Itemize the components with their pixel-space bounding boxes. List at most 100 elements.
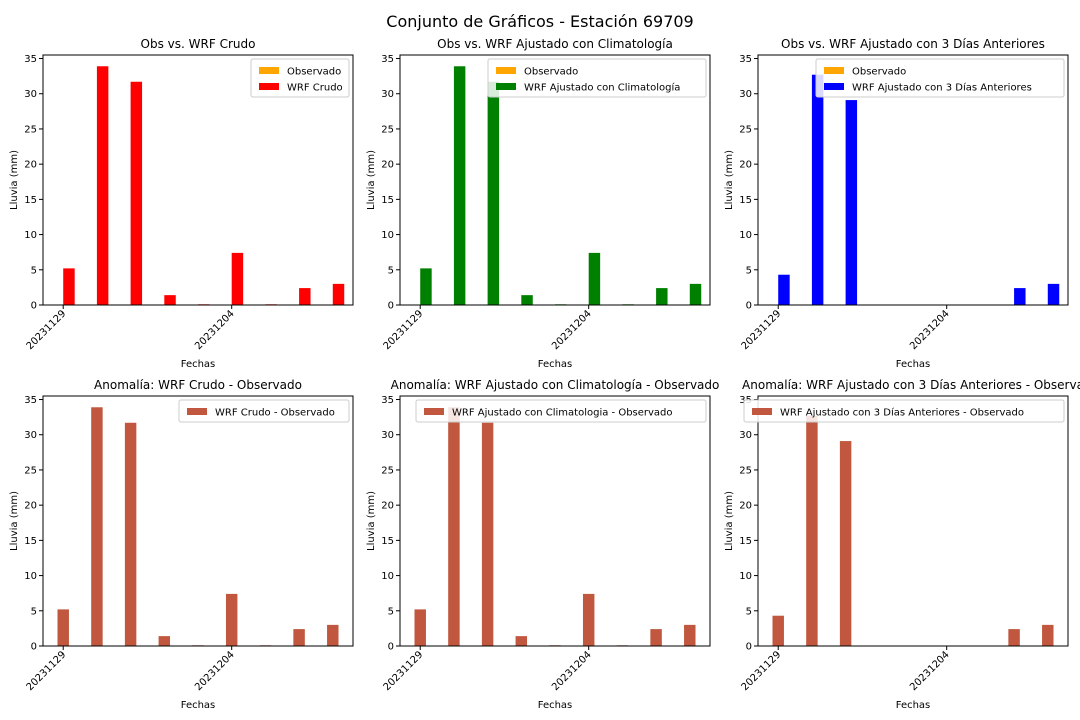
legend: Observado WRF Ajustado con Climatología: [487, 58, 707, 98]
bar-wrf-crudo-20231207: [332, 283, 345, 305]
y-tick-label: 10: [739, 571, 752, 582]
y-axis-label: Lluvia (mm): [724, 150, 735, 210]
y-tick-label: 25: [24, 124, 37, 135]
x-tick-label: 20231204: [550, 308, 594, 352]
x-axis-label: Fechas: [538, 700, 573, 711]
y-tick-label: 35: [24, 395, 37, 406]
y-axis-label: Lluvia (mm): [366, 150, 377, 210]
legend-label: Observado: [852, 67, 906, 78]
bar-wrf-ajustado-con-climatologia-observado-20231201: [481, 422, 494, 646]
x-tick-label: 20231129: [740, 308, 784, 352]
legend-swatch: [752, 408, 772, 415]
y-tick-label: 5: [31, 606, 37, 617]
x-axis-label: Fechas: [181, 700, 216, 711]
bar-wrf-ajustado-con-climatologia-observado-20231206: [650, 629, 662, 646]
bar-wrf-ajustado-con-3-d-as-anteriores-observado-20231201: [839, 441, 852, 646]
bar-wrf-ajustado-con-3-d-as-anteriores-20231201: [845, 100, 858, 305]
legend-box: [487, 58, 707, 98]
legend-label: WRF Ajustado con 3 Días Anteriores: [852, 82, 1032, 94]
y-tick-label: 0: [746, 642, 752, 653]
y-tick-label: 10: [24, 571, 37, 582]
bar-wrf-ajustado-con-3-d-as-anteriores-20231130: [811, 74, 824, 305]
y-tick-label: 25: [381, 465, 394, 476]
bar-wrf-crudo-20231204: [231, 252, 244, 305]
legend-swatch: [824, 67, 844, 74]
legend-box: [415, 399, 707, 423]
y-tick-label: 20: [381, 501, 394, 512]
bar-wrf-crudo-observado-20231130: [91, 407, 103, 646]
legend-label: WRF Crudo: [287, 83, 343, 94]
bar-wrf-ajustado-con-3-d-as-anteriores-20231129: [778, 274, 790, 305]
chart-title: Anomalía: WRF Ajustado con Climatología …: [391, 378, 720, 392]
bar-wrf-crudo-20231202: [164, 295, 176, 305]
y-tick-label: 15: [739, 536, 752, 547]
y-tick-label: 10: [739, 230, 752, 241]
chart-title: Anomalía: WRF Ajustado con 3 Días Anteri…: [742, 378, 1080, 392]
y-tick-label: 20: [739, 160, 752, 171]
legend-swatch: [496, 83, 516, 90]
bar-wrf-ajustado-con-3-d-as-anteriores-observado-20231207: [1042, 624, 1054, 646]
y-tick-label: 0: [746, 301, 752, 312]
y-tick-label: 35: [24, 54, 37, 65]
y-tick-label: 25: [381, 124, 394, 135]
x-axis-label: Fechas: [896, 359, 931, 370]
legend-label: WRF Crudo - Observado: [215, 408, 335, 419]
legend-label: WRF Ajustado con Climatología: [524, 82, 680, 94]
y-tick-label: 30: [739, 430, 752, 441]
bar-wrf-ajustado-con-climatolog-a-20231130: [453, 66, 466, 305]
plot-frame: [42, 395, 354, 647]
legend-label: Observado: [524, 67, 578, 78]
x-tick-label: 20231204: [908, 649, 952, 693]
y-tick-label: 25: [739, 465, 752, 476]
y-tick-label: 20: [739, 501, 752, 512]
y-tick-label: 0: [31, 642, 37, 653]
y-tick-label: 10: [24, 230, 37, 241]
x-tick-label: 20231129: [25, 649, 69, 693]
bar-wrf-ajustado-con-climatolog-a-20231201: [487, 81, 500, 306]
legend-box: [743, 399, 1065, 423]
bar-wrf-ajustado-con-3-d-as-anteriores-observado-20231129: [772, 615, 784, 646]
legend-swatch: [259, 67, 279, 74]
legend: WRF Ajustado con 3 Días Anteriores - Obs…: [743, 399, 1065, 423]
y-tick-label: 35: [381, 395, 394, 406]
bar-wrf-ajustado-con-climatolog-a-20231129: [420, 268, 432, 305]
y-axis-label: Lluvia (mm): [724, 491, 735, 551]
legend: WRF Crudo - Observado: [178, 399, 350, 423]
x-tick-label: 20231129: [25, 308, 69, 352]
chart-panel-5: Anomalía: WRF Ajustado con Climatología …: [366, 378, 719, 711]
legend-swatch: [496, 67, 516, 74]
y-tick-label: 15: [24, 195, 37, 206]
chart-panel-1: Obs vs. WRF Crudo 0 5 10 15 20 25 30 35 20231129 2…: [9, 37, 354, 370]
y-tick-label: 30: [381, 430, 394, 441]
figure-title: Conjunto de Gráficos - Estación 69709: [386, 12, 693, 31]
bar-wrf-crudo-observado-20231204: [225, 593, 238, 646]
y-tick-label: 15: [24, 536, 37, 547]
x-tick-label: 20231204: [550, 649, 594, 693]
legend: Observado WRF Crudo: [250, 58, 350, 98]
bar-wrf-ajustado-con-3-d-as-anteriores-20231207: [1047, 283, 1060, 305]
y-axis-label: Lluvia (mm): [9, 150, 20, 210]
x-tick-label: 20231204: [193, 308, 237, 352]
x-axis-label: Fechas: [181, 359, 216, 370]
bar-wrf-ajustado-con-climatologia-observado-20231202: [515, 636, 528, 646]
plot-frame: [399, 54, 711, 306]
legend-swatch: [187, 408, 207, 415]
bar-wrf-crudo-observado-20231202: [158, 636, 171, 646]
legend: Observado WRF Ajustado con 3 Días Anterio…: [815, 58, 1065, 98]
legend-swatch: [259, 83, 279, 90]
chart-title: Obs vs. WRF Crudo: [141, 37, 256, 51]
y-tick-label: 15: [739, 195, 752, 206]
y-tick-label: 30: [24, 430, 37, 441]
bar-wrf-ajustado-con-climatologia-observado-20231130: [448, 407, 460, 646]
y-tick-label: 0: [388, 301, 394, 312]
y-tick-label: 25: [24, 465, 37, 476]
chart-title: Obs vs. WRF Ajustado con 3 Días Anterior…: [781, 37, 1045, 51]
legend-box: [178, 399, 350, 423]
x-tick-label: 20231129: [382, 649, 426, 693]
chart-panel-4: Anomalía: WRF Crudo - Observado051015202…: [9, 378, 354, 711]
x-tick-label: 20231129: [740, 649, 784, 693]
bar-wrf-crudo-observado-20231207: [327, 624, 339, 646]
legend-swatch: [824, 83, 844, 90]
chart-panel-6: Anomalía: WRF Ajustado con 3 Días Anteri…: [724, 378, 1080, 711]
y-tick-label: 20: [381, 160, 394, 171]
